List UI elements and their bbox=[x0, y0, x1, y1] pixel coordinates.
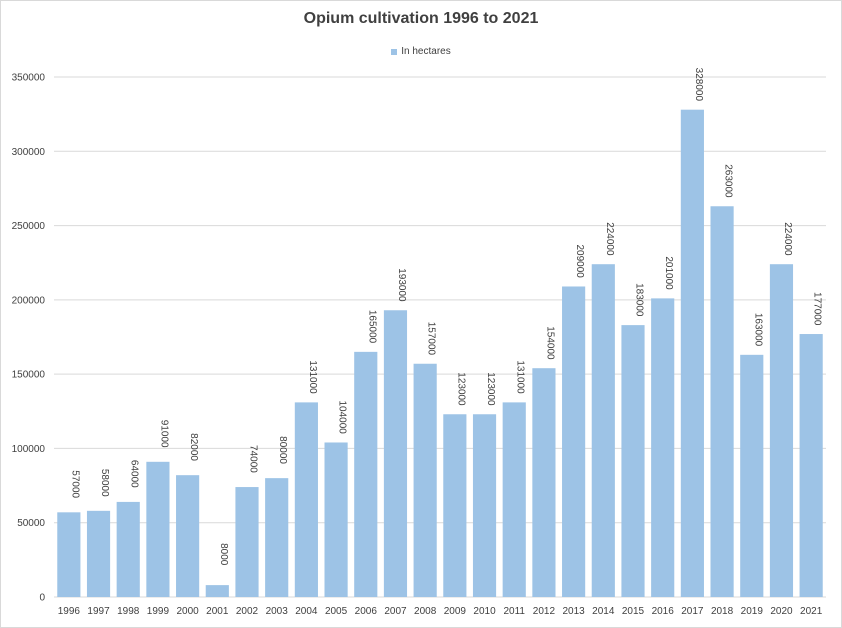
x-tick-label: 2019 bbox=[741, 606, 764, 617]
bar bbox=[769, 264, 794, 597]
x-tick-label: 2001 bbox=[206, 606, 229, 617]
data-label: 123000 bbox=[485, 372, 496, 406]
bar bbox=[532, 368, 556, 597]
bar bbox=[146, 461, 170, 597]
x-tick-label: 2016 bbox=[652, 606, 675, 617]
data-label: 74000 bbox=[248, 445, 259, 473]
data-label: 8000 bbox=[218, 543, 229, 566]
x-tick-label: 1996 bbox=[58, 606, 81, 617]
bar bbox=[710, 206, 734, 597]
bar bbox=[413, 363, 437, 597]
bar bbox=[740, 354, 764, 597]
bar bbox=[799, 334, 823, 597]
x-tick-label: 2010 bbox=[473, 606, 496, 617]
data-label: 224000 bbox=[782, 222, 793, 256]
x-tick-label: 2012 bbox=[533, 606, 556, 617]
y-tick-label: 150000 bbox=[12, 370, 46, 381]
data-label: 131000 bbox=[515, 360, 526, 394]
data-label: 177000 bbox=[812, 292, 823, 326]
bar bbox=[621, 325, 645, 597]
y-tick-label: 250000 bbox=[12, 221, 46, 232]
data-label: 328000 bbox=[693, 68, 704, 102]
legend-label: In hectares bbox=[401, 46, 451, 57]
x-tick-label: 2006 bbox=[355, 606, 378, 617]
bar bbox=[116, 501, 140, 597]
data-label: 165000 bbox=[366, 310, 377, 344]
bar bbox=[354, 351, 378, 597]
x-tick-label: 2017 bbox=[681, 606, 704, 617]
bar bbox=[591, 264, 615, 597]
x-tick-label: 1997 bbox=[87, 606, 110, 617]
data-label: 263000 bbox=[723, 164, 734, 198]
data-label: 193000 bbox=[396, 268, 407, 302]
x-tick-label: 2021 bbox=[800, 606, 823, 617]
data-label: 154000 bbox=[544, 326, 555, 360]
bar bbox=[472, 414, 497, 597]
bar bbox=[235, 487, 259, 597]
bar bbox=[502, 402, 526, 597]
x-tick-label: 2005 bbox=[325, 606, 348, 617]
chart-title: Opium cultivation 1996 to 2021 bbox=[303, 10, 539, 27]
y-tick-label: 350000 bbox=[12, 73, 46, 84]
y-tick-label: 300000 bbox=[12, 147, 46, 158]
x-tick-label: 2014 bbox=[592, 606, 615, 617]
bar bbox=[265, 478, 289, 597]
x-tick-label: 2008 bbox=[414, 606, 437, 617]
y-tick-label: 0 bbox=[39, 593, 45, 604]
x-tick-label: 2020 bbox=[770, 606, 793, 617]
data-label: 104000 bbox=[337, 400, 348, 434]
x-tick-label: 2018 bbox=[711, 606, 734, 617]
x-tick-label: 1999 bbox=[147, 606, 170, 617]
bar bbox=[680, 109, 704, 597]
legend-swatch bbox=[391, 48, 398, 55]
bar bbox=[443, 414, 467, 597]
bar bbox=[324, 442, 348, 597]
x-tick-label: 2007 bbox=[384, 606, 407, 617]
data-label: 64000 bbox=[129, 460, 140, 488]
data-label: 131000 bbox=[307, 360, 318, 394]
y-tick-label: 100000 bbox=[12, 444, 46, 455]
bar bbox=[294, 402, 318, 597]
x-tick-label: 1998 bbox=[117, 606, 140, 617]
data-label: 123000 bbox=[455, 372, 466, 406]
x-tick-label: 2011 bbox=[503, 606, 525, 617]
bar bbox=[562, 286, 586, 597]
data-label: 201000 bbox=[663, 256, 674, 290]
data-label: 82000 bbox=[188, 433, 199, 461]
data-label: 209000 bbox=[574, 244, 585, 278]
x-tick-label: 2000 bbox=[176, 606, 199, 617]
data-label: 80000 bbox=[277, 436, 288, 464]
data-label: 57000 bbox=[69, 470, 80, 498]
data-label: 163000 bbox=[752, 313, 763, 347]
data-label: 91000 bbox=[158, 420, 169, 448]
data-label: 224000 bbox=[604, 222, 615, 256]
chart-legend: In hectares bbox=[0, 46, 842, 57]
bar bbox=[86, 510, 111, 597]
bar bbox=[651, 298, 675, 597]
y-tick-label: 50000 bbox=[17, 518, 45, 529]
bar bbox=[383, 310, 408, 597]
y-tick-label: 200000 bbox=[12, 295, 46, 306]
bar bbox=[205, 585, 229, 597]
bar bbox=[57, 512, 81, 597]
data-label: 183000 bbox=[634, 283, 645, 317]
bar bbox=[176, 475, 200, 597]
x-tick-label: 2002 bbox=[236, 606, 259, 617]
data-label: 58000 bbox=[99, 469, 110, 497]
x-tick-label: 2009 bbox=[444, 606, 467, 617]
x-tick-label: 2013 bbox=[562, 606, 585, 617]
x-tick-label: 2004 bbox=[295, 606, 318, 617]
data-label: 157000 bbox=[426, 322, 437, 356]
x-tick-label: 2003 bbox=[266, 606, 289, 617]
x-tick-label: 2015 bbox=[622, 606, 645, 617]
